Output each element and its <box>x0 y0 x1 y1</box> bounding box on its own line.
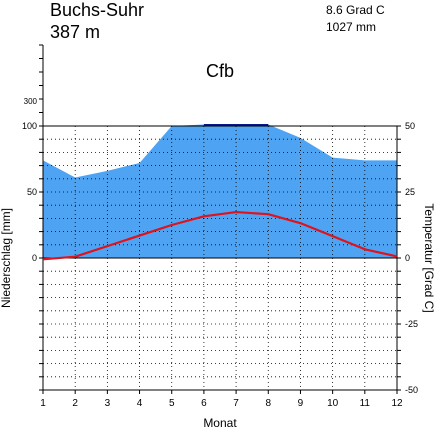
x-tick-label: 6 <box>201 398 207 409</box>
x-tick-label: 12 <box>391 398 403 409</box>
x-tick-label: 5 <box>169 398 175 409</box>
station-name: Buchs-Suhr <box>50 0 145 20</box>
x-axis-label: Monat <box>203 416 237 430</box>
x-tick-label: 2 <box>72 398 78 409</box>
left-tick-label: 100 <box>22 121 37 131</box>
y-axis-label-left: Niederschlag [mm] <box>0 208 13 308</box>
x-tick-label: 11 <box>360 398 371 409</box>
left-tick-label: 0 <box>32 253 37 263</box>
left-tick-label: 50 <box>27 187 37 197</box>
x-tick-label: 4 <box>137 398 143 409</box>
x-tick-label: 8 <box>265 398 271 409</box>
x-tick-label: 1 <box>40 398 46 409</box>
climate-class: Cfb <box>206 61 235 81</box>
x-tick-label: 10 <box>327 398 339 409</box>
station-elevation: 387 m <box>50 22 101 42</box>
right-tick-label: 0 <box>405 253 410 263</box>
mean-temperature: 8.6 Grad C <box>326 3 385 17</box>
precipitation-area <box>43 124 397 258</box>
x-tick-label: 7 <box>233 398 239 409</box>
x-tick-label: 3 <box>105 398 111 409</box>
y-axis-label-right: Temperatur [Grad C] <box>422 203 436 312</box>
x-tick-label: 9 <box>298 398 304 409</box>
annual-precipitation: 1027 mm <box>326 20 377 34</box>
right-tick-label: 50 <box>405 121 415 131</box>
right-tick-label: -50 <box>405 385 418 395</box>
right-tick-label: 25 <box>405 187 415 197</box>
temperature-line <box>42 210 398 261</box>
left-tick-label: 300 <box>24 97 38 106</box>
right-tick-label: -25 <box>405 319 418 329</box>
